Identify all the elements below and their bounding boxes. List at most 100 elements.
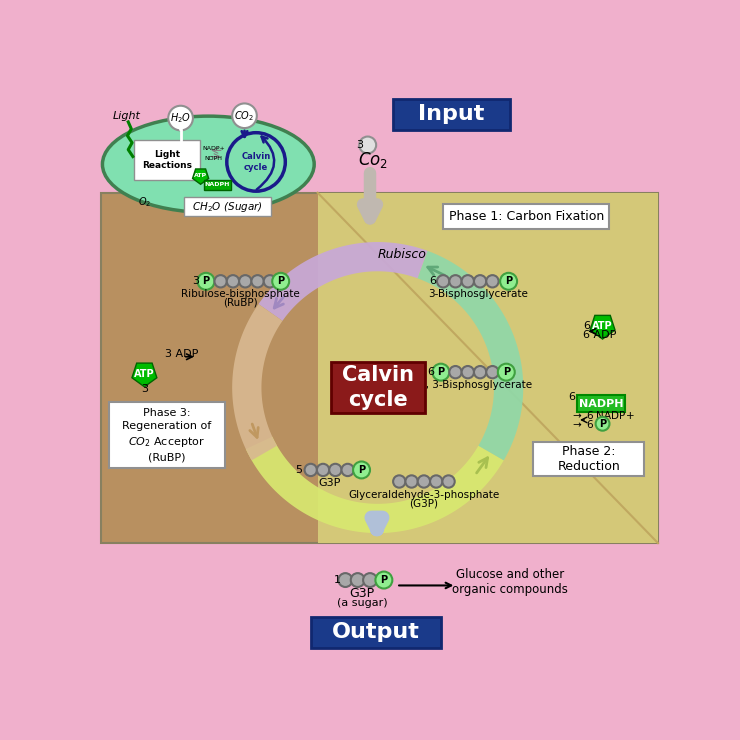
- Circle shape: [215, 275, 226, 287]
- Text: ATP: ATP: [134, 369, 155, 379]
- FancyBboxPatch shape: [443, 204, 610, 229]
- FancyBboxPatch shape: [109, 403, 225, 468]
- Text: 3 ADP: 3 ADP: [165, 349, 198, 360]
- Circle shape: [449, 366, 462, 378]
- Circle shape: [443, 475, 454, 488]
- Text: P: P: [437, 367, 445, 377]
- FancyBboxPatch shape: [311, 617, 441, 648]
- Text: NDPH: NDPH: [205, 156, 223, 161]
- Circle shape: [353, 462, 370, 479]
- Text: $\rightarrow$ 6: $\rightarrow$ 6: [571, 418, 595, 430]
- Text: P: P: [502, 367, 510, 377]
- Text: (a sugar): (a sugar): [337, 598, 388, 608]
- Circle shape: [317, 464, 329, 476]
- Text: 5: 5: [295, 465, 302, 475]
- FancyBboxPatch shape: [331, 362, 425, 413]
- Text: NADPH: NADPH: [579, 399, 623, 408]
- Text: Rubisco: Rubisco: [378, 248, 427, 261]
- Text: P: P: [203, 276, 209, 286]
- Text: Light
Reactions: Light Reactions: [142, 149, 192, 169]
- Text: Phase 3:
Regeneration of
$CO_2$ Acceptor
(RuBP): Phase 3: Regeneration of $CO_2$ Acceptor…: [122, 408, 212, 462]
- Circle shape: [351, 574, 365, 587]
- Text: $Co_2$: $Co_2$: [358, 150, 388, 170]
- Text: Calvin
cycle: Calvin cycle: [241, 152, 271, 172]
- Circle shape: [359, 137, 376, 153]
- Text: 6: 6: [427, 367, 434, 377]
- Text: Calvin
cycle: Calvin cycle: [342, 365, 414, 410]
- Text: P: P: [277, 276, 284, 286]
- Text: P: P: [505, 276, 512, 286]
- Text: 6: 6: [430, 276, 437, 286]
- Text: NADP+: NADP+: [202, 146, 225, 150]
- Bar: [101, 192, 658, 543]
- Text: P: P: [358, 465, 365, 475]
- Text: 1: 1: [334, 575, 341, 585]
- Circle shape: [406, 475, 418, 488]
- Text: 6: 6: [568, 391, 575, 402]
- Text: 3: 3: [356, 140, 363, 150]
- Circle shape: [462, 366, 474, 378]
- Circle shape: [263, 275, 276, 287]
- Circle shape: [375, 571, 392, 588]
- Circle shape: [168, 106, 193, 130]
- FancyBboxPatch shape: [204, 180, 232, 189]
- Circle shape: [305, 464, 317, 476]
- Text: Phase 2:
Reduction: Phase 2: Reduction: [557, 445, 620, 473]
- Circle shape: [418, 475, 430, 488]
- FancyBboxPatch shape: [393, 99, 510, 130]
- Text: Input: Input: [418, 104, 485, 124]
- Text: ATP: ATP: [194, 173, 207, 178]
- Text: 3: 3: [141, 384, 148, 394]
- Circle shape: [462, 275, 474, 287]
- Text: Glucose and other
organic compounds: Glucose and other organic compounds: [452, 568, 568, 596]
- Circle shape: [363, 574, 377, 587]
- Text: (G3P): (G3P): [409, 498, 438, 508]
- Text: 6: 6: [583, 321, 590, 331]
- Circle shape: [432, 363, 449, 380]
- Text: G3P: G3P: [350, 588, 375, 600]
- Text: 6 ADP: 6 ADP: [583, 330, 616, 340]
- FancyBboxPatch shape: [184, 198, 272, 216]
- Text: 3: 3: [192, 276, 200, 286]
- Text: G3P: G3P: [318, 478, 340, 488]
- Circle shape: [498, 363, 515, 380]
- Circle shape: [272, 273, 289, 290]
- Circle shape: [474, 366, 486, 378]
- FancyBboxPatch shape: [134, 140, 200, 180]
- Circle shape: [342, 464, 354, 476]
- Circle shape: [500, 273, 517, 290]
- Text: Output: Output: [332, 622, 420, 642]
- Text: 1, 3-Bisphosglycerate: 1, 3-Bisphosglycerate: [419, 380, 532, 390]
- Text: Light: Light: [112, 111, 141, 121]
- Text: NADPH: NADPH: [205, 182, 230, 186]
- Text: Glyceraldehyde-3-phosphate: Glyceraldehyde-3-phosphate: [349, 490, 500, 500]
- Circle shape: [232, 104, 257, 128]
- Circle shape: [474, 275, 486, 287]
- Text: $O_2$: $O_2$: [138, 195, 151, 209]
- Text: Ribulose-bisphosphate: Ribulose-bisphosphate: [181, 289, 300, 299]
- Circle shape: [449, 275, 462, 287]
- Circle shape: [239, 275, 252, 287]
- Text: (RuBP): (RuBP): [223, 297, 258, 307]
- Ellipse shape: [102, 116, 314, 212]
- Text: $\rightarrow$ 6 NADP+: $\rightarrow$ 6 NADP+: [571, 408, 635, 420]
- Text: $CO_2$: $CO_2$: [235, 109, 255, 123]
- Circle shape: [252, 275, 263, 287]
- Circle shape: [198, 273, 215, 290]
- Circle shape: [226, 275, 239, 287]
- FancyBboxPatch shape: [534, 443, 644, 476]
- Text: Phase 1: Carbon Fixation: Phase 1: Carbon Fixation: [448, 210, 604, 223]
- Polygon shape: [232, 304, 283, 460]
- Polygon shape: [258, 242, 428, 321]
- Circle shape: [329, 464, 342, 476]
- Polygon shape: [417, 251, 523, 460]
- FancyBboxPatch shape: [577, 395, 625, 412]
- Text: ATP: ATP: [592, 321, 613, 331]
- Text: $CH_2O$ (Sugar): $CH_2O$ (Sugar): [192, 200, 263, 214]
- Polygon shape: [246, 437, 504, 533]
- Text: $H_2O$: $H_2O$: [170, 111, 191, 125]
- Text: P: P: [599, 419, 606, 428]
- Circle shape: [486, 275, 499, 287]
- Circle shape: [437, 275, 449, 287]
- Polygon shape: [317, 192, 658, 543]
